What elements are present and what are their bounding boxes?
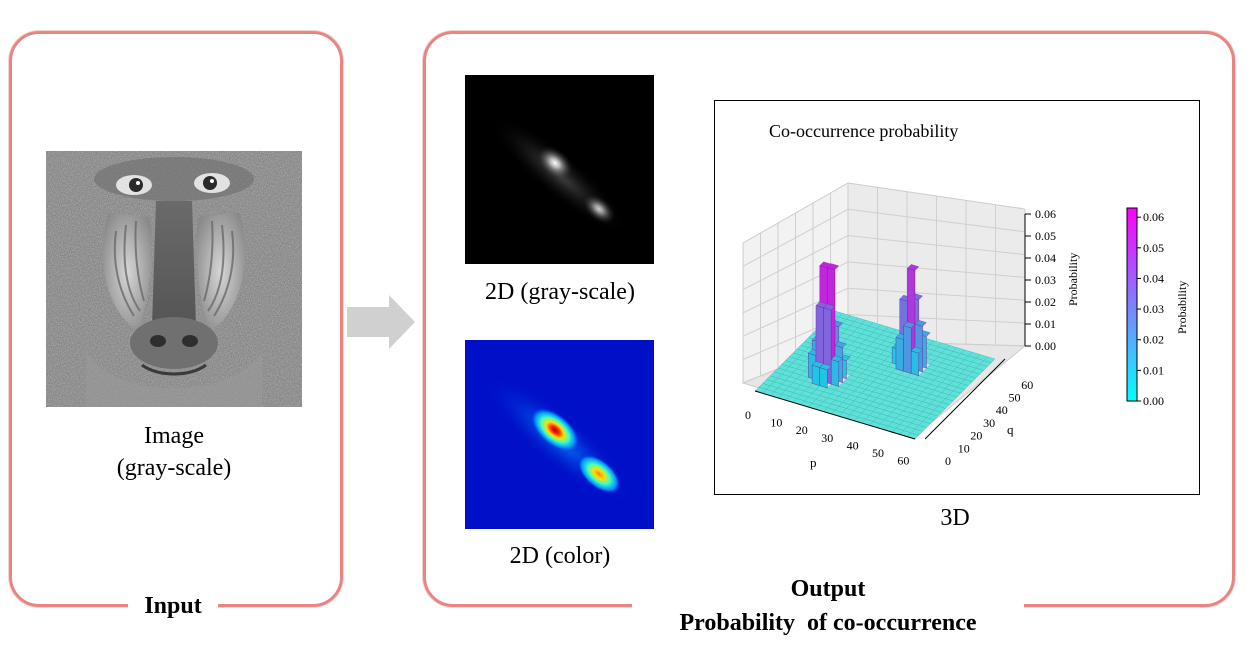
x-axis-line [754,390,916,440]
colorbar-label: Probability [1175,281,1189,334]
cooccurrence-gray-heatmap [465,75,654,264]
surface-column [910,350,920,377]
y-tick-label: 30 [983,416,995,430]
z-tick-label: 0.01 [1035,317,1056,331]
x-axis-ticks: 0 10 20 30 40 50 60 [745,408,909,468]
y-axis-label: q [1007,422,1014,437]
output-panel-title: Output Probability of co-occurrence [632,572,1024,656]
y-tick-label: 20 [970,429,982,443]
image-caption: Image (gray-scale) [60,421,288,483]
input-panel-title: Input [128,593,218,623]
surface-column-top [914,320,927,327]
colorbar [1126,207,1138,402]
gray-caption: 2D (gray-scale) [485,279,635,305]
surface-column-top [827,263,840,270]
chart-caption: 3D [940,505,970,531]
y-tick-label: 10 [958,441,970,455]
colorbar-tick-label: 0.01 [1143,363,1164,377]
z-tick-label: 0.05 [1035,229,1056,243]
surface-column [895,337,904,372]
colorbar-tick-label: 0.02 [1143,333,1164,347]
color-caption: 2D (color) [509,543,611,569]
surface-column-top [907,264,920,271]
image-caption-line2: (gray-scale) [116,455,232,481]
surface-column-top [910,346,923,354]
y-axis-line [924,358,1006,440]
colorbar-tick-label: 0.05 [1143,241,1164,255]
surface-column-top [819,363,832,371]
z-tick-label: 0.02 [1035,295,1056,309]
y-tick-label: 60 [1021,378,1033,392]
x-axis-label: p [810,455,817,470]
z-tick-label: 0.03 [1035,273,1056,287]
cooccurrence-color-heatmap [465,340,654,529]
baboon-grayscale-image [46,151,302,407]
surface-column-top [834,341,847,348]
surface-column-top [903,321,916,329]
colorbar-tick-label: 0.00 [1143,394,1164,408]
x-tick-label: 40 [847,438,859,452]
surface-column-top [811,361,824,368]
probability-surface [754,261,996,440]
z-tick-label: 0.00 [1035,339,1056,353]
surface-column-top [823,303,836,311]
x-tick-label: 60 [897,454,909,468]
surface-column-top [830,355,843,362]
x-tick-label: 30 [821,431,833,445]
surface-column [830,359,840,387]
cooccurrence-3d-chart: Co-occurrence probability 0.000.010.020.… [741,121,1189,470]
colorbar-tick-label: 0.06 [1143,210,1164,224]
y-tick-label: 0 [945,454,951,468]
surface-column [811,364,820,386]
colorbar-tick-label: 0.03 [1143,302,1164,316]
output-title-line2: Probability of co-occurrence [679,610,977,636]
chart-title: Co-occurrence probability [769,121,958,141]
image-caption-line1: Image [144,423,204,449]
colorbar-ticks: 0.00 0.01 0.02 0.03 0.04 0.05 0.06 [1137,210,1164,408]
z-axis-label: Probability [1066,253,1080,306]
y-tick-label: 50 [1008,391,1020,405]
z-tick-label: 0.04 [1035,251,1056,265]
colorbar-tick-label: 0.04 [1143,271,1164,285]
output-title-line1: Output [790,576,866,602]
x-tick-label: 50 [872,446,884,460]
chart-frame: Co-occurrence probability 0.00 0.01 0.02 0.… [714,100,1200,495]
z-axis-ticks: 0.00 0.01 0.02 0.03 0.04 0.05 0.06 [1025,207,1056,353]
right-arrow-icon [345,295,417,354]
surface-column [903,325,912,374]
x-tick-label: 0 [745,408,751,422]
x-tick-label: 10 [770,416,782,430]
z-tick-label: 0.06 [1035,207,1056,221]
y-tick-label: 40 [996,403,1008,417]
x-tick-label: 20 [796,423,808,437]
surface-column [819,367,828,389]
